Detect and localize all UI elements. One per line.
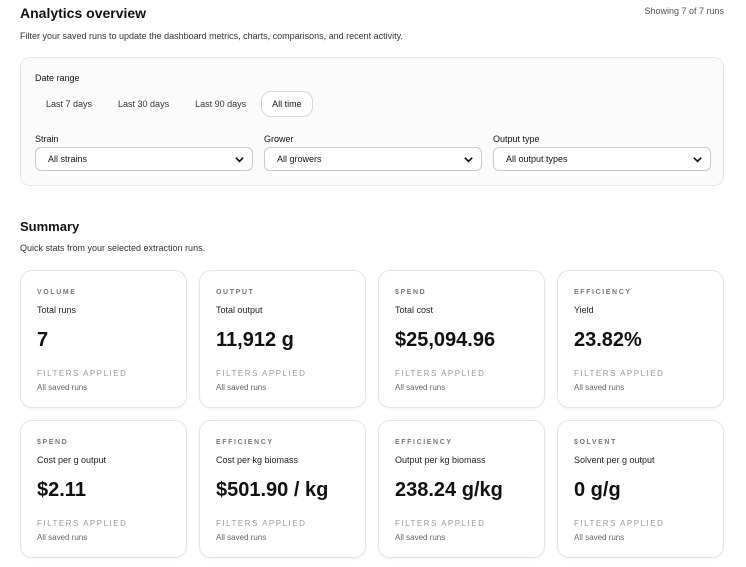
card-filters-note: FILTERS APPLIED (37, 519, 128, 528)
output-type-select-value: All output types (506, 154, 568, 164)
summary-cards: VOLUME Total runs 7 FILTERS APPLIED All … (20, 270, 724, 558)
stat-card-cost-per-kg-biomass: EFFICIENCY Cost per kg biomass $501.90 /… (199, 420, 366, 558)
card-filters-note: FILTERS APPLIED (574, 369, 665, 378)
strain-select-value: All strains (48, 154, 88, 164)
chevron-down-icon (235, 156, 244, 163)
card-category: $PEND (37, 439, 69, 446)
stat-card-cost-per-g-output: $PEND Cost per g output $2.11 FILTERS AP… (20, 420, 187, 558)
card-runs-note: All saved runs (216, 383, 267, 392)
filter-panel: Date range Last 7 days Last 30 days Last… (20, 57, 724, 186)
card-label: Cost per g output (37, 455, 107, 465)
page-subtitle: Filter your saved runs to update the das… (20, 31, 404, 41)
card-value: 7 (37, 329, 49, 351)
date-range-label: Date range (35, 73, 80, 83)
card-filters-note: FILTERS APPLIED (216, 519, 307, 528)
summary-subtitle: Quick stats from your selected extractio… (20, 243, 206, 253)
card-value: 0 g/g (574, 479, 621, 501)
card-runs-note: All saved runs (216, 533, 267, 542)
range-last-90-days-button[interactable]: Last 90 days (195, 99, 247, 109)
range-last-30-days-button[interactable]: Last 30 days (118, 99, 170, 109)
card-label: Yield (574, 305, 594, 315)
card-runs-note: All saved runs (37, 533, 88, 542)
card-label: Total output (216, 305, 263, 315)
stat-card-yield: EFFICIENCY Yield 23.82% FILTERS APPLIED … (557, 270, 724, 408)
output-type-label: Output type (493, 134, 540, 144)
card-value: $2.11 (37, 479, 86, 501)
date-range-options: Last 7 days Last 30 days Last 90 days Al… (35, 91, 313, 117)
card-label: Cost per kg biomass (216, 455, 299, 465)
card-category: $PEND (395, 289, 427, 296)
stat-card-total-output: OUTPUT Total output 11,912 g FILTERS APP… (199, 270, 366, 408)
card-label: Solvent per g output (574, 455, 655, 465)
strain-label: Strain (35, 134, 59, 144)
card-runs-note: All saved runs (574, 533, 625, 542)
card-filters-note: FILTERS APPLIED (395, 519, 486, 528)
range-all-time-button[interactable]: All time (261, 91, 313, 117)
card-category: EFFICIENCY (216, 439, 274, 446)
page-title: Analytics overview (20, 5, 147, 21)
card-label: Total runs (37, 305, 77, 315)
card-filters-note: FILTERS APPLIED (37, 369, 128, 378)
card-value: 11,912 g (216, 329, 294, 351)
card-filters-note: FILTERS APPLIED (216, 369, 307, 378)
stat-card-output-per-kg-biomass: EFFICIENCY Output per kg biomass 238.24 … (378, 420, 545, 558)
card-runs-note: All saved runs (395, 533, 446, 542)
card-category: $OLVENT (574, 439, 617, 446)
chevron-down-icon (693, 156, 702, 163)
grower-select[interactable]: All growers (264, 147, 482, 171)
grower-label: Grower (264, 134, 294, 144)
summary-title: Summary (20, 219, 80, 234)
card-runs-note: All saved runs (395, 383, 446, 392)
grower-filter: Grower All growers (264, 134, 482, 171)
card-filters-note: FILTERS APPLIED (395, 369, 486, 378)
runs-count: Showing 7 of 7 runs (644, 6, 724, 16)
card-value: $501.90 / kg (216, 479, 329, 501)
card-category: VOLUME (37, 289, 77, 296)
card-category: OUTPUT (216, 289, 255, 296)
card-value: 23.82% (574, 329, 642, 351)
card-runs-note: All saved runs (574, 383, 625, 392)
card-value: $25,094.96 (395, 329, 496, 351)
strain-select[interactable]: All strains (35, 147, 253, 171)
grower-select-value: All growers (277, 154, 322, 164)
card-value: 238.24 g/kg (395, 479, 503, 501)
card-label: Output per kg biomass (395, 455, 486, 465)
stat-card-total-cost: $PEND Total cost $25,094.96 FILTERS APPL… (378, 270, 545, 408)
card-category: EFFICIENCY (395, 439, 453, 446)
card-label: Total cost (395, 305, 434, 315)
range-last-7-days-button[interactable]: Last 7 days (46, 99, 93, 109)
output-type-select[interactable]: All output types (493, 147, 711, 171)
card-category: EFFICIENCY (574, 289, 632, 296)
stat-card-solvent-per-g-output: $OLVENT Solvent per g output 0 g/g FILTE… (557, 420, 724, 558)
card-runs-note: All saved runs (37, 383, 88, 392)
strain-filter: Strain All strains (35, 134, 253, 171)
card-filters-note: FILTERS APPLIED (574, 519, 665, 528)
output-type-filter: Output type All output types (493, 134, 711, 171)
stat-card-total-runs: VOLUME Total runs 7 FILTERS APPLIED All … (20, 270, 187, 408)
chevron-down-icon (464, 156, 473, 163)
